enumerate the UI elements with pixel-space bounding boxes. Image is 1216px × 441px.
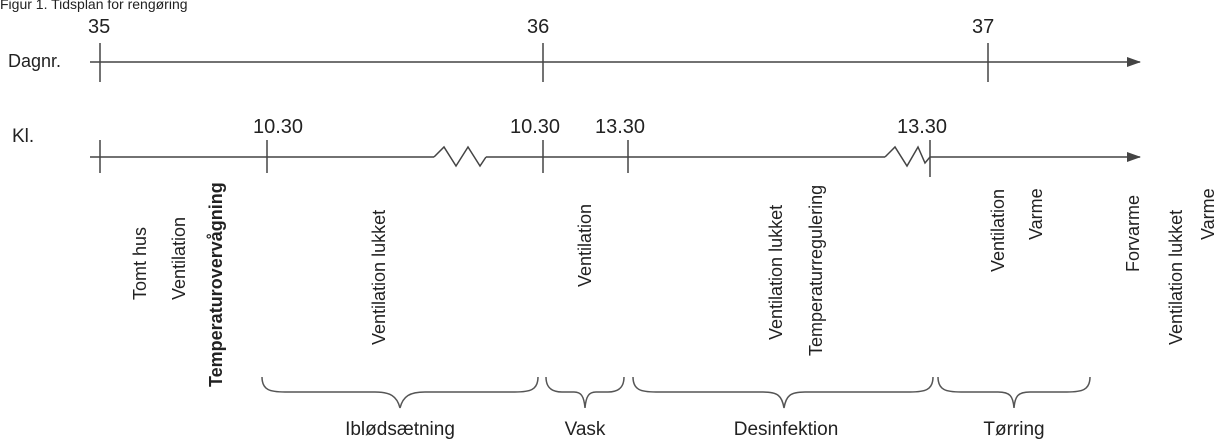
activity-varme-1: Varme (1026, 188, 1046, 240)
day-tick-label-36: 36 (527, 16, 549, 38)
time-axis-label: Kl. (12, 126, 34, 147)
activity-ventilation-lukket-1: Ventilation lukket (369, 210, 389, 345)
activity-ventilation-1: Ventilation (169, 217, 189, 300)
activity-temperaturregulering: Temperaturregulering (806, 185, 826, 356)
day-axis-label: Dagnr. (8, 51, 61, 71)
activity-ventilation-2: Ventilation (575, 204, 595, 287)
activity-ventilation-lukket-3: Ventilation lukket (1166, 210, 1186, 345)
activity-temperaturovervaagning: Temperaturovervågning (206, 182, 226, 387)
activity-ventilation-3: Ventilation (988, 189, 1008, 272)
brace-desinfektion (632, 376, 934, 409)
brace-torring (937, 376, 1091, 409)
phase-desinfektion: Desinfektion (734, 419, 839, 440)
day-tick-label-37: 37 (972, 16, 994, 38)
time-axis-break-1 (433, 145, 487, 168)
brace-iblodsaetning (261, 376, 539, 409)
figure-caption: Figur 1. Tidsplan for rengøring (0, 0, 188, 12)
phase-torring: Tørring (983, 419, 1044, 440)
time-tick-label-1330-a: 13.30 (595, 116, 645, 138)
time-axis-break-2 (884, 145, 931, 168)
activity-forvarme: Forvarme (1123, 195, 1143, 272)
time-tick-label-1030-a: 10.30 (253, 116, 303, 138)
activity-ventilation-lukket-2: Ventilation lukket (766, 205, 786, 340)
time-tick-label-1330-b: 13.30 (897, 116, 947, 138)
phase-vask: Vask (565, 419, 606, 440)
time-tick-label-1030-b: 10.30 (510, 116, 560, 138)
activity-tomt-hus: Tomt hus (130, 227, 150, 300)
phase-iblodsaetning: Iblødsætning (345, 419, 455, 440)
brace-vask (545, 376, 625, 409)
day-tick-label-35: 35 (88, 16, 110, 38)
activity-varme-2: Varme (1198, 188, 1216, 240)
